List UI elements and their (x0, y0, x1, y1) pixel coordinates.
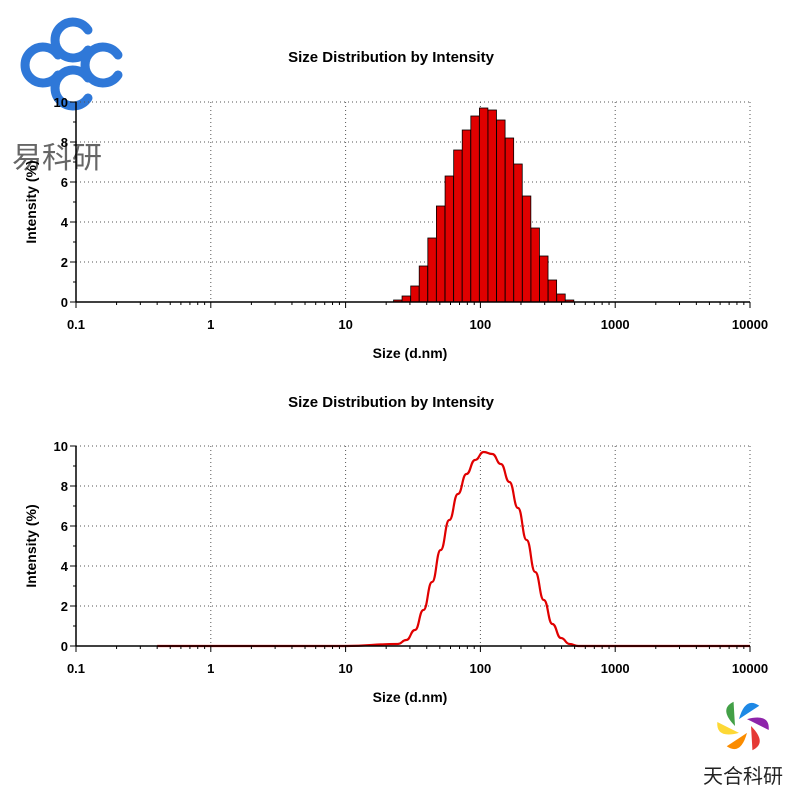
y-tick-label: 6 (61, 175, 68, 190)
bar (418, 265, 429, 303)
line-series (157, 450, 750, 648)
swirl-center (738, 721, 748, 731)
grid (75, 101, 751, 303)
y-tick-labels: 0 2 4 6 8 10 (54, 439, 69, 654)
x-tick-labels: 0.1 1 10 100 1000 10000 (67, 661, 768, 676)
y-tick-label: 4 (61, 559, 69, 574)
histogram-chart: Size Distribution by Intensity 0.1 1 10 100… (23, 49, 768, 361)
y-tick-label: 10 (54, 95, 68, 110)
x-tick-label: 10 (338, 317, 352, 332)
x-axis-label: Size (d.nm) (373, 689, 448, 705)
y-axis-label: Intensity (%) (23, 160, 39, 243)
y-tick-label: 2 (61, 255, 68, 270)
chart-title: Size Distribution by Intensity (288, 394, 495, 411)
bar (513, 163, 523, 303)
x-tick-labels: 0.1 1 10 100 1000 10000 (67, 317, 768, 332)
bar (539, 255, 549, 303)
swirl-petal (747, 717, 769, 730)
y-tick-label: 10 (54, 439, 68, 454)
bar (530, 227, 540, 303)
bar-series (393, 107, 575, 303)
grid (75, 445, 751, 647)
line-chart: Size Distribution by Intensity 0.1 1 10 100… (23, 394, 768, 705)
x-tick-label: 1 (207, 317, 214, 332)
yikeyan-logo: 易科研 (12, 17, 123, 176)
bar (401, 295, 411, 303)
axes (70, 101, 751, 308)
y-tick-label: 0 (61, 295, 68, 310)
swirl-petal (726, 732, 747, 750)
bar (410, 285, 420, 303)
swirl-petal (751, 726, 760, 751)
x-tick-label: 0.1 (67, 661, 85, 676)
bar (556, 293, 566, 303)
x-tick-label: 0.1 (67, 317, 85, 332)
y-tick-label: 8 (61, 135, 68, 150)
x-tick-label: 1000 (601, 317, 630, 332)
x-axis-label: Size (d.nm) (373, 345, 448, 361)
chart-title: Size Distribution by Intensity (288, 49, 495, 66)
axes (70, 445, 751, 652)
x-tick-label: 10000 (732, 317, 768, 332)
series-line (157, 450, 750, 648)
swirl-petal (726, 701, 735, 726)
bar (427, 237, 437, 303)
y-tick-label: 2 (61, 599, 68, 614)
y-tick-label: 6 (61, 519, 68, 534)
bar (470, 115, 480, 303)
x-tick-label: 10000 (732, 661, 768, 676)
x-tick-label: 100 (470, 317, 492, 332)
bar (479, 107, 489, 303)
x-tick-label: 1000 (601, 661, 630, 676)
bar (461, 129, 472, 303)
rainbow-swirl-icon (717, 701, 769, 751)
bar (435, 205, 446, 303)
bar (521, 195, 532, 303)
x-tick-label: 1 (207, 661, 214, 676)
x-tick-label: 10 (338, 661, 352, 676)
bar (444, 175, 454, 303)
bar (547, 279, 558, 303)
x-tick-label: 100 (470, 661, 492, 676)
y-tick-label: 4 (61, 215, 69, 230)
interlocking-rings-icon (20, 17, 123, 111)
y-tick-label: 8 (61, 479, 68, 494)
y-tick-labels: 0 2 4 6 8 10 (54, 95, 69, 310)
watermark-text-yikeyan: 易科研 (12, 141, 102, 176)
bar (504, 137, 515, 303)
watermark-text-tianhe: 天合科研 (703, 764, 783, 788)
swirl-petal (739, 702, 760, 720)
swirl-petal (717, 722, 739, 735)
tianhe-logo: 天合科研 (703, 701, 783, 788)
y-tick-label: 0 (61, 639, 68, 654)
y-axis-label: Intensity (%) (23, 504, 39, 587)
bar (453, 149, 463, 303)
bar (496, 119, 506, 303)
bar (487, 109, 497, 303)
